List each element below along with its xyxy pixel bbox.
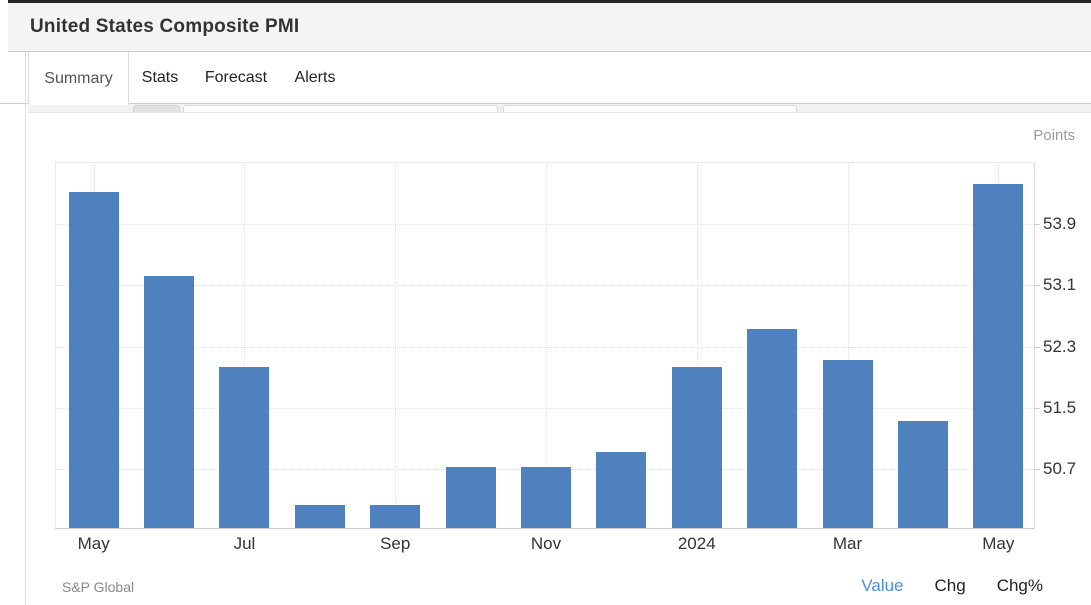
bar-oct-2023[interactable] [445, 466, 496, 528]
y-axis-label: 52.3 [1043, 336, 1077, 356]
y-axis-unit-label: Points [1033, 127, 1075, 144]
vertical-gridline [847, 163, 849, 528]
chart-plot-area: 53.9 53.1 52.3 51.5 50.7 May Jul Sep Nov 2024 Mar M… [55, 162, 1076, 553]
clipped-toolbar-input-1[interactable] [183, 105, 498, 112]
x-axis-label: Sep [380, 534, 411, 553]
vertical-gridline [395, 163, 397, 528]
bar-jul-2023[interactable] [219, 367, 270, 528]
bar-apr-2024[interactable] [897, 420, 948, 528]
tab-stats[interactable]: Stats [136, 52, 184, 104]
x-axis-label: May [982, 534, 1015, 553]
tab-alerts[interactable]: Alerts [289, 52, 342, 104]
x-axis-label: Jul [233, 534, 256, 553]
y-axis-label: 51.5 [1043, 397, 1077, 417]
value-link[interactable]: Value [861, 576, 904, 595]
tab-forecast[interactable]: Forecast [199, 52, 273, 104]
vertical-gridline [696, 163, 698, 528]
top-accent-line [8, 0, 1091, 3]
bar-feb-2024[interactable] [747, 329, 798, 528]
page-title: United States Composite PMI [30, 16, 300, 37]
y-axis-tick [1034, 224, 1040, 226]
horizontal-gridline [56, 407, 1034, 409]
tab-alerts-label: Alerts [294, 69, 336, 86]
clipped-toolbar-button[interactable] [133, 105, 180, 112]
bar-may-2024[interactable] [973, 183, 1024, 528]
tab-strip-border [0, 103, 1091, 104]
y-axis-tick [1034, 346, 1040, 348]
series-mode-links: Value Chg Chg% [861, 576, 1043, 596]
horizontal-gridline [56, 224, 1034, 226]
clipped-toolbar-input-2[interactable] [503, 105, 797, 112]
y-axis-tick [1034, 407, 1040, 409]
y-axis-label: 53.1 [1043, 275, 1077, 295]
bar-nov-2023[interactable] [521, 466, 571, 528]
horizontal-gridline [56, 346, 1034, 348]
y-axis-tick [1034, 285, 1040, 287]
chg-pct-link[interactable]: Chg% [996, 576, 1043, 595]
x-axis-label: Nov [530, 534, 562, 553]
card-left-border [25, 52, 26, 605]
tab-summary-label: Summary [44, 69, 113, 87]
x-axis-label: 2024 [677, 534, 716, 553]
bar-dec-2023[interactable] [596, 451, 647, 528]
horizontal-gridline [56, 285, 1034, 287]
bar-aug-2023[interactable] [294, 505, 345, 528]
chg-link[interactable]: Chg [934, 576, 966, 595]
bar-sep-2023[interactable] [370, 505, 421, 528]
title-bar: United States Composite PMI [8, 3, 1091, 52]
bar-may-2023[interactable] [68, 191, 119, 528]
y-axis-tick [1034, 468, 1040, 470]
tab-stats-label: Stats [141, 69, 179, 86]
tab-forecast-label: Forecast [204, 69, 268, 86]
y-axis-label: 50.7 [1043, 458, 1077, 478]
x-axis-label: Mar [832, 534, 863, 553]
bar-mar-2024[interactable] [822, 359, 873, 528]
bar-jun-2023[interactable] [144, 275, 195, 528]
bar-jan-2024[interactable] [671, 367, 722, 528]
source-label: S&P Global [62, 579, 135, 595]
clipped-toolbar [28, 104, 1091, 113]
tab-summary[interactable]: Summary [28, 52, 129, 105]
x-axis-label: May [77, 534, 110, 553]
y-axis-label: 53.9 [1043, 214, 1077, 234]
vertical-gridline [546, 163, 547, 528]
vertical-gridline [244, 163, 246, 528]
